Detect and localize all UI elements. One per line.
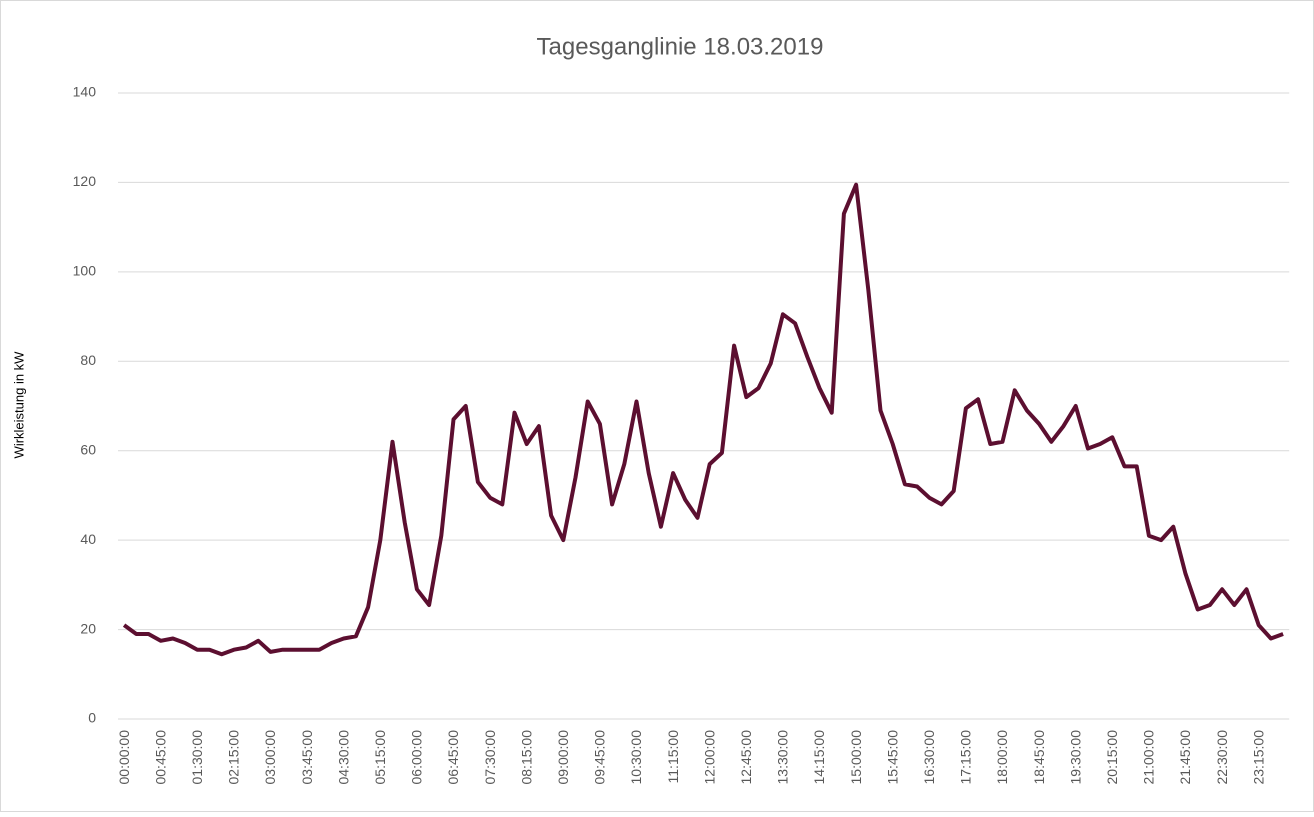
x-tick-label: 05:15:00 (372, 730, 388, 785)
x-tick-label: 02:15:00 (226, 730, 242, 785)
x-tick-label: 21:00:00 (1141, 730, 1157, 785)
x-tick-label: 09:45:00 (592, 730, 608, 785)
x-tick-label: 01:30:00 (189, 730, 205, 785)
x-tick-label: 10:30:00 (628, 730, 644, 785)
y-tick-label: 100 (73, 263, 97, 279)
x-tick-label: 21:45:00 (1177, 730, 1193, 785)
x-tick-label: 15:45:00 (884, 730, 900, 785)
x-tick-label: 16:30:00 (921, 730, 937, 785)
x-tick-label: 17:15:00 (958, 730, 974, 785)
x-tick-label: 13:30:00 (775, 730, 791, 785)
x-tick-label: 07:30:00 (482, 730, 498, 785)
x-tick-label: 14:15:00 (811, 730, 827, 785)
x-tick-label: 04:30:00 (335, 730, 351, 785)
x-tick-label: 03:00:00 (262, 730, 278, 785)
y-tick-label: 120 (73, 173, 97, 189)
data-line (122, 182, 1284, 657)
x-tick-label: 00:45:00 (152, 730, 168, 785)
y-tick-label: 0 (88, 710, 96, 726)
x-tick-label: 19:30:00 (1067, 730, 1083, 785)
y-tick-label: 20 (80, 620, 96, 636)
y-tick-label: 60 (80, 441, 96, 457)
x-tick-label: 00:00:00 (116, 730, 132, 785)
x-tick-label: 12:45:00 (738, 730, 754, 785)
x-tick-label: 18:45:00 (1031, 730, 1047, 785)
y-tick-label: 140 (73, 84, 97, 100)
x-tick-label: 11:15:00 (665, 730, 681, 784)
chart-title: Tagesganglinie 18.03.2019 (537, 33, 824, 60)
y-tick-label: 40 (80, 531, 96, 547)
x-tick-label: 03:45:00 (299, 730, 315, 785)
x-tick-label: 12:00:00 (701, 730, 717, 785)
y-tick-label: 80 (80, 352, 96, 368)
x-tick-label: 09:00:00 (555, 730, 571, 785)
x-tick-label: 06:00:00 (409, 730, 425, 785)
x-tick-label: 20:15:00 (1104, 730, 1120, 785)
x-tick-label: 06:45:00 (445, 730, 461, 785)
x-tick-label: 18:00:00 (994, 730, 1010, 785)
x-tick-label: 23:15:00 (1250, 730, 1266, 785)
x-tick-label: 08:15:00 (518, 730, 534, 785)
x-tick-label: 15:00:00 (848, 730, 864, 785)
x-tick-label: 22:30:00 (1214, 730, 1230, 785)
y-axis-label: Wirkleistung in kW (11, 351, 26, 459)
